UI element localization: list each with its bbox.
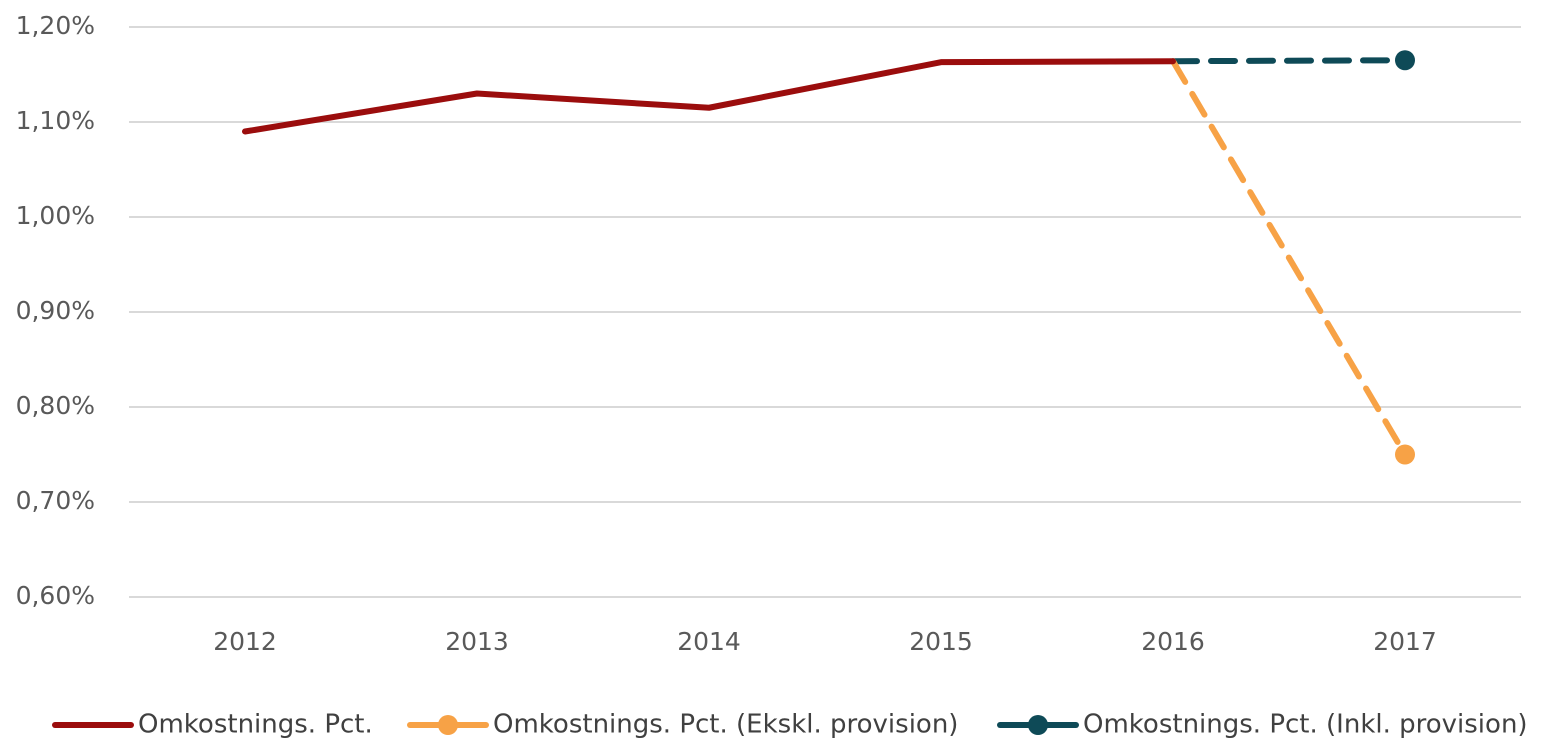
marker bbox=[1395, 444, 1415, 465]
y-tick-label: 0,80% bbox=[16, 391, 95, 420]
x-tick-label: 2014 bbox=[677, 627, 741, 656]
y-tick-label: 0,90% bbox=[16, 296, 95, 325]
legend-marker bbox=[1028, 715, 1048, 735]
x-tick-label: 2017 bbox=[1373, 627, 1437, 656]
y-tick-label: 1,00% bbox=[16, 201, 95, 230]
x-tick-label: 2012 bbox=[213, 627, 277, 656]
marker bbox=[1395, 50, 1415, 71]
series-line bbox=[1170, 58, 1408, 458]
x-tick-label: 2013 bbox=[445, 627, 509, 656]
y-tick-label: 1,10% bbox=[16, 106, 95, 135]
y-tick-label: 1,20% bbox=[16, 11, 95, 40]
x-tick-label: 2015 bbox=[909, 627, 973, 656]
legend-label: Omkostnings. Pct. bbox=[138, 710, 373, 740]
legend-label: Omkostnings. Pct. (Inkl. provision) bbox=[1083, 710, 1528, 740]
y-tick-label: 0,70% bbox=[16, 486, 95, 515]
series-line bbox=[1170, 57, 1408, 65]
series-line bbox=[242, 58, 1176, 135]
y-tick-label: 0,60% bbox=[16, 581, 95, 610]
legend-label: Omkostnings. Pct. (Ekskl. provision) bbox=[493, 710, 958, 740]
x-tick-label: 2016 bbox=[1141, 627, 1205, 656]
legend: Omkostnings. Pct. Omkostnings. Pct. (Eksk… bbox=[52, 710, 1528, 740]
legend-marker bbox=[438, 715, 458, 735]
